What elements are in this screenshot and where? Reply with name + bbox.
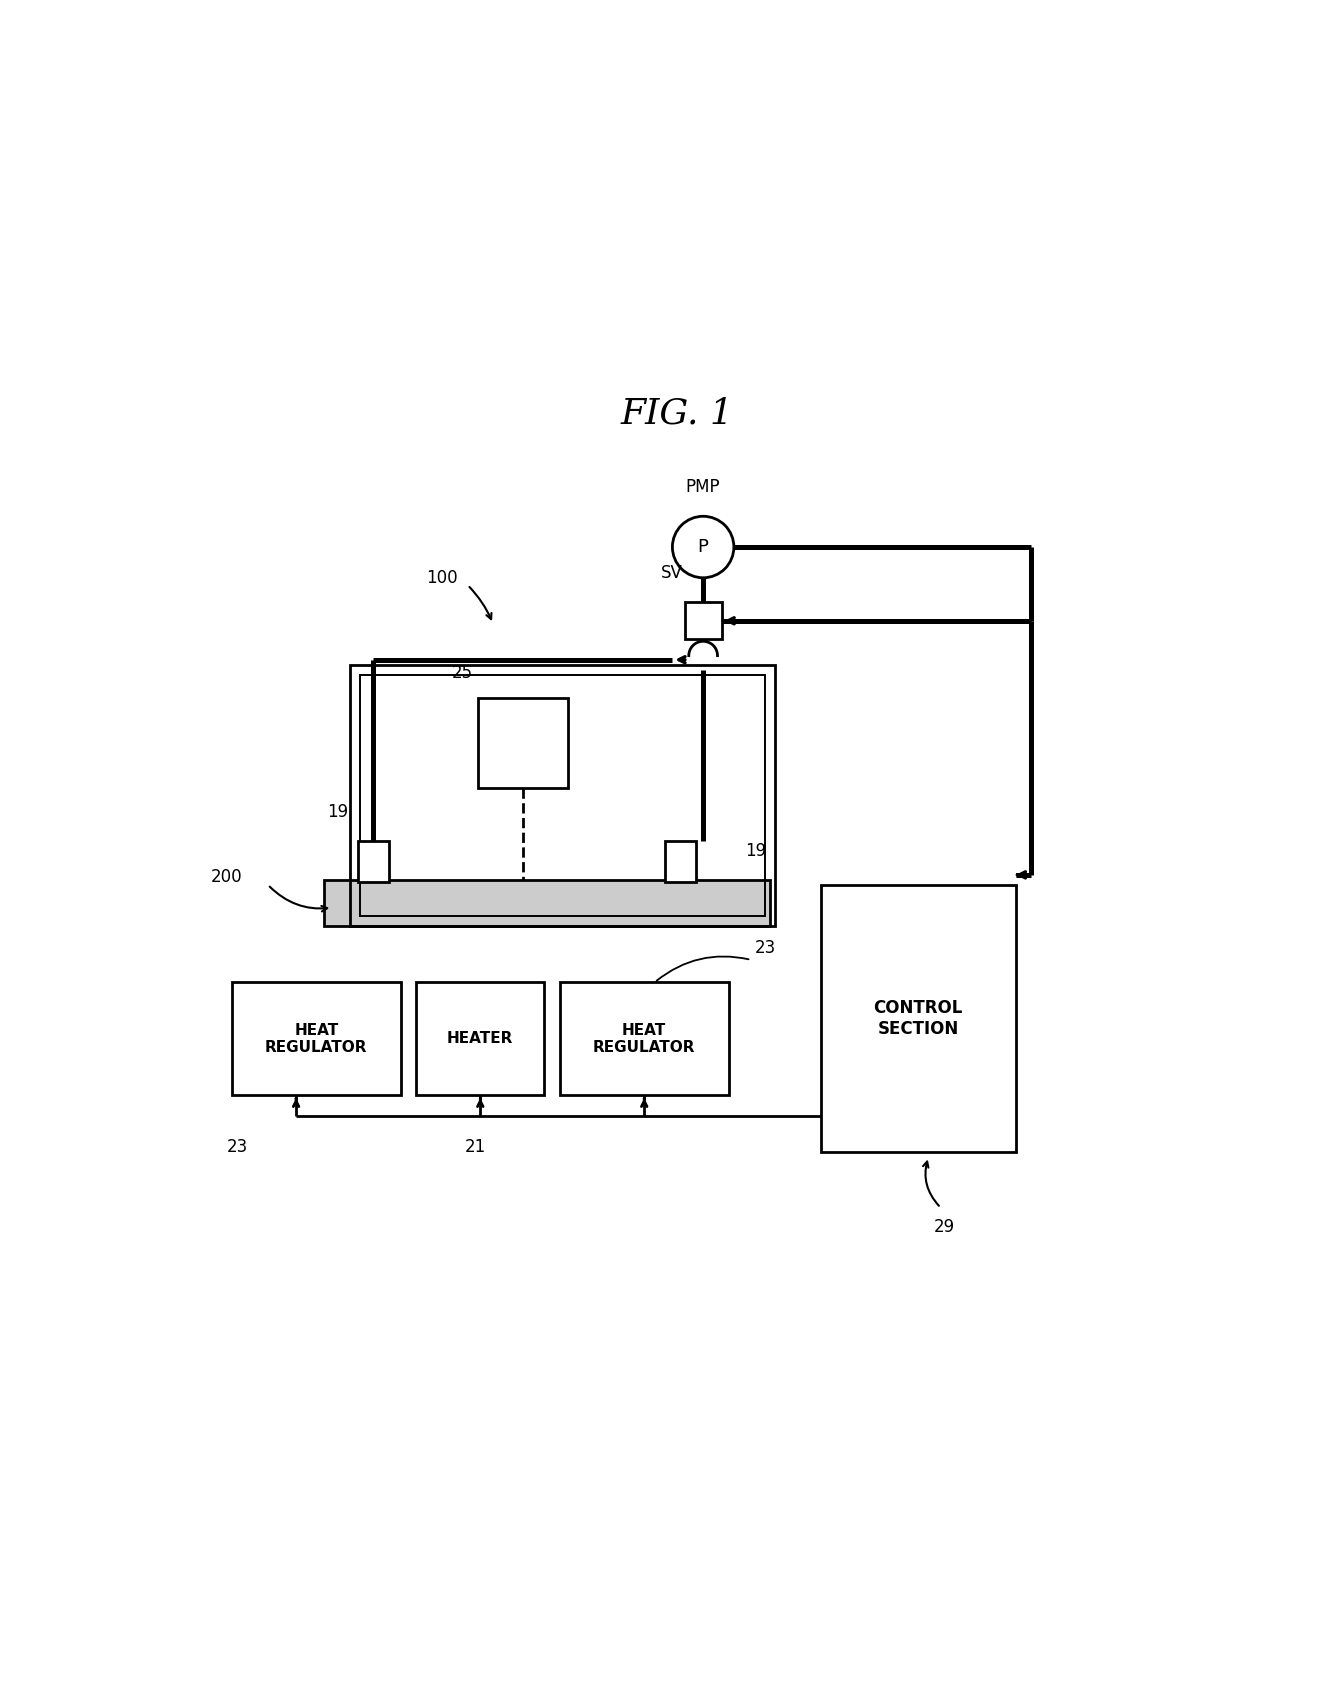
- Text: P: P: [698, 538, 709, 557]
- Text: HEAT
REGULATOR: HEAT REGULATOR: [594, 1023, 695, 1055]
- Bar: [559, 982, 728, 1094]
- Text: 21: 21: [464, 1139, 485, 1156]
- Text: 19: 19: [327, 803, 348, 820]
- Text: CONTROL
SECTION: CONTROL SECTION: [874, 999, 962, 1038]
- Text: SV: SV: [661, 563, 682, 582]
- Bar: [416, 982, 545, 1094]
- Text: 200: 200: [212, 868, 242, 887]
- Text: 25: 25: [452, 664, 473, 683]
- Bar: [349, 665, 775, 926]
- Text: HEAT
REGULATOR: HEAT REGULATOR: [266, 1023, 368, 1055]
- Text: PMP: PMP: [686, 478, 720, 495]
- Bar: [821, 885, 1015, 1152]
- Bar: [360, 676, 764, 916]
- Bar: [477, 698, 568, 788]
- Text: 23: 23: [226, 1139, 247, 1156]
- Bar: [358, 841, 389, 882]
- Bar: [665, 841, 695, 882]
- Bar: [231, 982, 401, 1094]
- Bar: [324, 880, 769, 926]
- Text: 23: 23: [755, 940, 776, 957]
- Bar: [685, 603, 722, 640]
- Text: FIG. 1: FIG. 1: [621, 397, 734, 431]
- Text: HEATER: HEATER: [447, 1031, 513, 1047]
- Text: 19: 19: [746, 842, 767, 860]
- Text: 100: 100: [426, 568, 457, 587]
- Circle shape: [673, 516, 734, 577]
- Text: 29: 29: [933, 1219, 954, 1236]
